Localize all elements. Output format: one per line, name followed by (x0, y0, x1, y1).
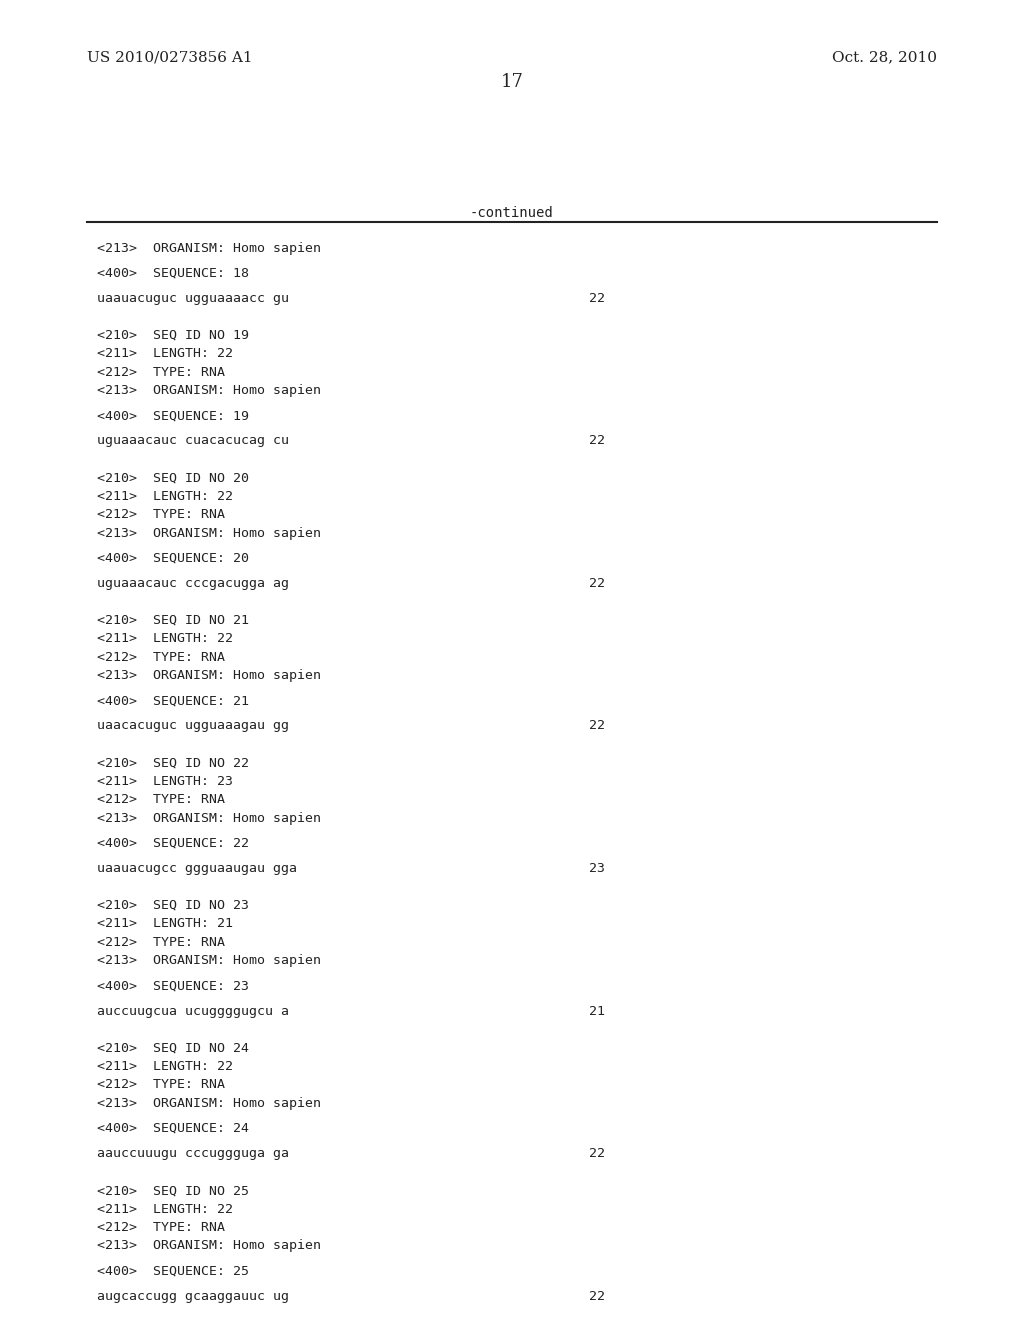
Text: 22: 22 (589, 719, 605, 733)
Text: <213>  ORGANISM: Homo sapien: <213> ORGANISM: Homo sapien (97, 242, 322, 255)
Text: <400>  SEQUENCE: 23: <400> SEQUENCE: 23 (97, 979, 249, 993)
Text: <400>  SEQUENCE: 18: <400> SEQUENCE: 18 (97, 267, 249, 280)
Text: <211>  LENGTH: 22: <211> LENGTH: 22 (97, 490, 233, 503)
Text: <212>  TYPE: RNA: <212> TYPE: RNA (97, 1078, 225, 1092)
Text: <213>  ORGANISM: Homo sapien: <213> ORGANISM: Homo sapien (97, 954, 322, 968)
Text: <211>  LENGTH: 23: <211> LENGTH: 23 (97, 775, 233, 788)
Text: <212>  TYPE: RNA: <212> TYPE: RNA (97, 936, 225, 949)
Text: <211>  LENGTH: 22: <211> LENGTH: 22 (97, 1060, 233, 1073)
Text: <210>  SEQ ID NO 24: <210> SEQ ID NO 24 (97, 1041, 249, 1055)
Text: <213>  ORGANISM: Homo sapien: <213> ORGANISM: Homo sapien (97, 1239, 322, 1253)
Text: <213>  ORGANISM: Homo sapien: <213> ORGANISM: Homo sapien (97, 669, 322, 682)
Text: 21: 21 (589, 1005, 605, 1018)
Text: <210>  SEQ ID NO 22: <210> SEQ ID NO 22 (97, 756, 249, 770)
Text: -continued: -continued (470, 206, 554, 220)
Text: <212>  TYPE: RNA: <212> TYPE: RNA (97, 366, 225, 379)
Text: 22: 22 (589, 577, 605, 590)
Text: <212>  TYPE: RNA: <212> TYPE: RNA (97, 1221, 225, 1234)
Text: <213>  ORGANISM: Homo sapien: <213> ORGANISM: Homo sapien (97, 527, 322, 540)
Text: <210>  SEQ ID NO 21: <210> SEQ ID NO 21 (97, 614, 249, 627)
Text: <213>  ORGANISM: Homo sapien: <213> ORGANISM: Homo sapien (97, 812, 322, 825)
Text: 22: 22 (589, 292, 605, 305)
Text: 22: 22 (589, 434, 605, 447)
Text: uguaaacauc cccgacugga ag: uguaaacauc cccgacugga ag (97, 577, 289, 590)
Text: 17: 17 (501, 73, 523, 91)
Text: <213>  ORGANISM: Homo sapien: <213> ORGANISM: Homo sapien (97, 384, 322, 397)
Text: uaacacuguc ugguaaagau gg: uaacacuguc ugguaaagau gg (97, 719, 289, 733)
Text: <211>  LENGTH: 22: <211> LENGTH: 22 (97, 1203, 233, 1216)
Text: <400>  SEQUENCE: 21: <400> SEQUENCE: 21 (97, 694, 249, 708)
Text: <211>  LENGTH: 21: <211> LENGTH: 21 (97, 917, 233, 931)
Text: <210>  SEQ ID NO 25: <210> SEQ ID NO 25 (97, 1184, 249, 1197)
Text: <211>  LENGTH: 22: <211> LENGTH: 22 (97, 632, 233, 645)
Text: uguaaacauc cuacacucag cu: uguaaacauc cuacacucag cu (97, 434, 289, 447)
Text: <212>  TYPE: RNA: <212> TYPE: RNA (97, 651, 225, 664)
Text: <210>  SEQ ID NO 20: <210> SEQ ID NO 20 (97, 471, 249, 484)
Text: <400>  SEQUENCE: 25: <400> SEQUENCE: 25 (97, 1265, 249, 1278)
Text: auccuugcua ucuggggugcu a: auccuugcua ucuggggugcu a (97, 1005, 289, 1018)
Text: 23: 23 (589, 862, 605, 875)
Text: <400>  SEQUENCE: 19: <400> SEQUENCE: 19 (97, 409, 249, 422)
Text: <400>  SEQUENCE: 20: <400> SEQUENCE: 20 (97, 552, 249, 565)
Text: uaauacuguc ugguaaaacc gu: uaauacuguc ugguaaaacc gu (97, 292, 289, 305)
Text: <212>  TYPE: RNA: <212> TYPE: RNA (97, 793, 225, 807)
Text: <211>  LENGTH: 22: <211> LENGTH: 22 (97, 347, 233, 360)
Text: <210>  SEQ ID NO 19: <210> SEQ ID NO 19 (97, 329, 249, 342)
Text: Oct. 28, 2010: Oct. 28, 2010 (831, 50, 937, 65)
Text: <400>  SEQUENCE: 22: <400> SEQUENCE: 22 (97, 837, 249, 850)
Text: 22: 22 (589, 1290, 605, 1303)
Text: augcaccugg gcaaggauuc ug: augcaccugg gcaaggauuc ug (97, 1290, 289, 1303)
Text: <210>  SEQ ID NO 23: <210> SEQ ID NO 23 (97, 899, 249, 912)
Text: <213>  ORGANISM: Homo sapien: <213> ORGANISM: Homo sapien (97, 1097, 322, 1110)
Text: US 2010/0273856 A1: US 2010/0273856 A1 (87, 50, 253, 65)
Text: <212>  TYPE: RNA: <212> TYPE: RNA (97, 508, 225, 521)
Text: 22: 22 (589, 1147, 605, 1160)
Text: aauccuuugu cccuggguga ga: aauccuuugu cccuggguga ga (97, 1147, 289, 1160)
Text: uaauacugcc ggguaaugau gga: uaauacugcc ggguaaugau gga (97, 862, 297, 875)
Text: <400>  SEQUENCE: 24: <400> SEQUENCE: 24 (97, 1122, 249, 1135)
